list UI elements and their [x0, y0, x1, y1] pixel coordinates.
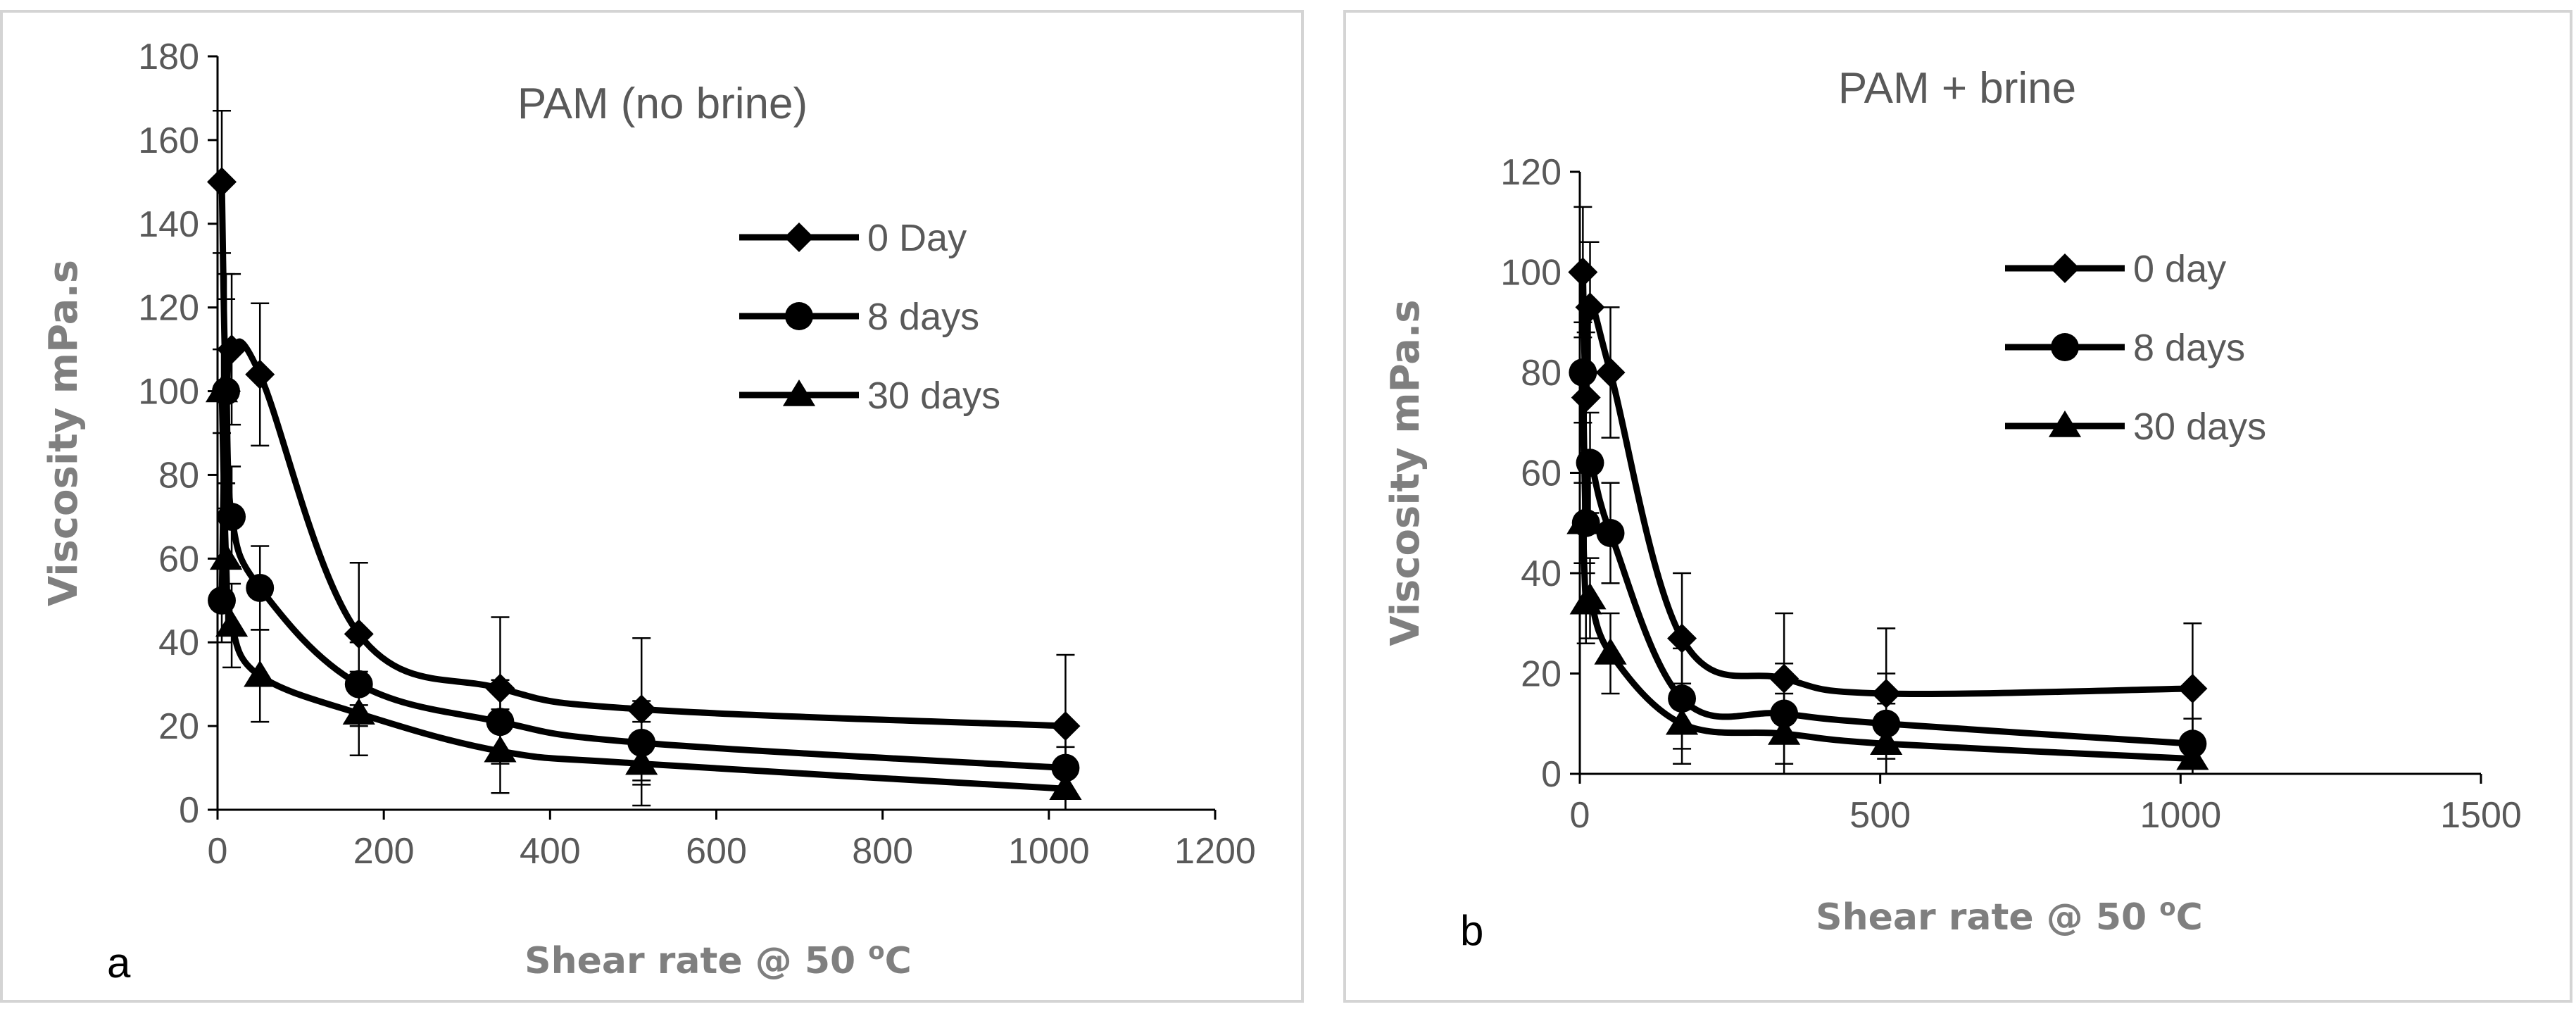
y-tick-label: 20 — [158, 706, 199, 747]
chart-title: PAM (no brine) — [517, 80, 808, 128]
x-tick-label: 600 — [686, 831, 747, 872]
legend-label: 8 days — [867, 296, 979, 338]
x-tick-label: 0 — [208, 831, 228, 872]
panel-label: b — [1460, 907, 1483, 954]
x-tick-label: 500 — [1849, 795, 1911, 836]
data-point — [484, 735, 517, 763]
panel-label: a — [107, 939, 131, 986]
data-point — [1595, 358, 1626, 387]
data-point — [1568, 257, 1598, 287]
data-point — [1049, 773, 1082, 801]
series-30-days — [205, 348, 1082, 811]
data-point — [209, 543, 243, 570]
y-tick-label: 40 — [158, 622, 199, 663]
series-0-day — [207, 110, 1081, 798]
data-point — [244, 660, 277, 687]
data-point — [1566, 507, 1600, 534]
legend-entry: 8 days — [2005, 327, 2245, 369]
legend-marker — [2051, 333, 2079, 361]
data-point — [1576, 449, 1604, 477]
y-tick-label: 100 — [138, 372, 199, 413]
axes: 0 20 40 60 80 100 120 140 160 180 0 200 400 600 800 100… — [138, 37, 1256, 872]
x-axis-title-unit: C — [885, 940, 912, 982]
x-tick-label: 800 — [852, 831, 913, 872]
x-axis-title-unit-sup: o — [2159, 894, 2175, 922]
legend-marker — [784, 223, 814, 252]
x-tick-label: 1000 — [1008, 831, 1090, 872]
legend-marker — [782, 379, 816, 406]
data-point — [1575, 292, 1605, 322]
legend-entry: 30 days — [2005, 406, 2266, 448]
legend-marker — [2050, 253, 2080, 283]
data-point — [207, 167, 237, 197]
legend-entry: 30 days — [739, 375, 1000, 417]
x-axis-title-unit-sup: o — [868, 937, 884, 965]
chart-panel-a: 0 20 40 60 80 100 120 140 160 180 0 200 400 600 800 100… — [0, 10, 1304, 1003]
data-point — [2178, 673, 2208, 703]
series-30-days — [1566, 482, 2209, 775]
data-point — [217, 334, 247, 365]
y-tick-label: 100 — [1500, 253, 1562, 294]
x-axis-title-unit: C — [2176, 896, 2203, 939]
y-tick-label: 60 — [1521, 453, 1562, 494]
legend-label: 0 Day — [867, 217, 967, 259]
legend-label: 30 days — [867, 375, 1000, 417]
data-point — [205, 375, 239, 403]
legend-label: 30 days — [2133, 406, 2266, 448]
legend-marker — [2048, 410, 2082, 437]
y-tick-label: 160 — [138, 120, 199, 161]
data-point — [625, 748, 658, 775]
x-tick-label: 0 — [1570, 795, 1590, 836]
legend-entry: 0 Day — [739, 217, 967, 259]
y-tick-label: 40 — [1521, 553, 1562, 594]
x-tick-label: 400 — [520, 831, 581, 872]
x-tick-label: 200 — [353, 831, 415, 872]
y-tick-label: 0 — [1541, 754, 1562, 795]
series-line — [1579, 272, 2193, 697]
y-axis-title: Viscosity mPa.s — [41, 260, 87, 606]
y-tick-label: 80 — [158, 455, 199, 496]
x-axis-title-main: Shear rate @ 50 — [1816, 896, 2159, 939]
data-point — [1594, 637, 1627, 665]
data-point — [215, 610, 249, 637]
x-axis-title-main: Shear rate @ 50 — [524, 940, 868, 982]
x-axis-title: Shear rate @ 50 oC — [524, 937, 912, 982]
data-point — [342, 698, 375, 725]
y-tick-label: 60 — [158, 539, 199, 580]
legend-label: 8 days — [2133, 327, 2245, 369]
y-tick-label: 80 — [1521, 353, 1562, 394]
series-line — [218, 182, 1066, 729]
data-point — [1569, 358, 1597, 387]
y-tick-label: 180 — [138, 37, 199, 77]
data-point — [1573, 582, 1607, 610]
data-point — [1665, 708, 1699, 735]
x-tick-label: 1000 — [2140, 795, 2221, 836]
x-tick-label: 1500 — [2440, 795, 2522, 836]
legend-entry: 0 day — [2005, 248, 2226, 290]
chart-panel-b: 0 20 40 60 80 100 120 0 500 1000 1500 PAM + brine Vi… — [1343, 10, 2572, 1003]
data-point — [344, 619, 374, 649]
legend-label: 0 day — [2133, 248, 2226, 290]
data-point — [245, 359, 275, 389]
data-point — [1768, 718, 1801, 745]
legend-marker — [785, 302, 813, 330]
data-point — [1596, 519, 1625, 547]
y-tick-label: 140 — [138, 204, 199, 245]
data-point — [1667, 623, 1697, 653]
y-axis-title: Viscosity mPa.s — [1383, 299, 1428, 646]
data-point — [246, 573, 275, 602]
legend-entry: 8 days — [739, 296, 979, 338]
chart-b: 0 20 40 60 80 100 120 0 500 1000 1500 PAM + brine Vi… — [1383, 64, 2522, 954]
x-tick-label: 1200 — [1174, 831, 1256, 872]
y-tick-label: 20 — [1521, 654, 1562, 695]
y-tick-label: 0 — [179, 790, 199, 831]
data-point — [1870, 728, 1903, 755]
chart-a: 0 20 40 60 80 100 120 140 160 180 0 200 400 600 800 100… — [41, 37, 1256, 986]
data-point — [2176, 743, 2209, 770]
y-tick-label: 120 — [1500, 152, 1562, 193]
axes: 0 20 40 60 80 100 120 0 500 1000 1500 — [1500, 152, 2522, 836]
y-tick-label: 120 — [138, 288, 199, 329]
chart-title: PAM + brine — [1838, 64, 2076, 113]
x-axis-title: Shear rate @ 50 oC — [1816, 894, 2203, 939]
